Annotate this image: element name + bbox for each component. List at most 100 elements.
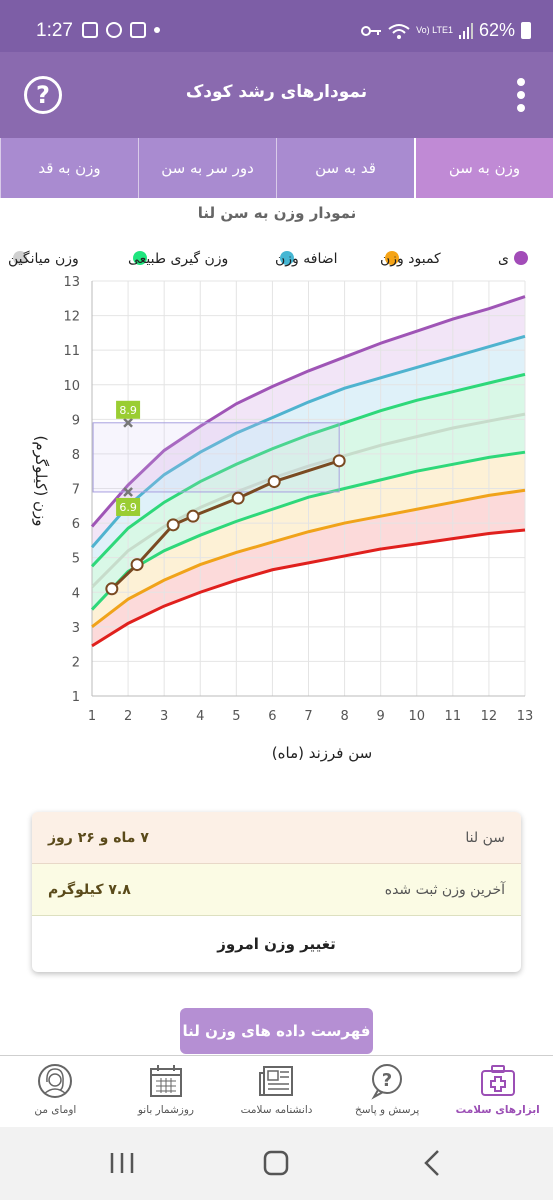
notification-icons bbox=[82, 22, 160, 38]
annotation-tag bbox=[116, 400, 141, 419]
y-tick-label: 13 bbox=[63, 275, 80, 290]
nav-lady-calendar[interactable]: روزشمار بانو bbox=[111, 1056, 222, 1127]
battery-icon bbox=[521, 22, 531, 39]
chart-annotation: 8.9 6.9 bbox=[92, 400, 340, 516]
chart-legend: ی کمبود وزن اضافه وزن وزن گیری طبیعی وزن میا… bbox=[8, 250, 528, 267]
x-tick-label: 1 bbox=[88, 709, 96, 724]
curve-average bbox=[90, 412, 526, 589]
tab-head-circumference-for-age[interactable]: دور سر به سن bbox=[138, 138, 276, 198]
curve-normal-upper bbox=[90, 372, 526, 568]
battery-percent: 62% bbox=[478, 20, 515, 40]
annotation-cross-marker bbox=[123, 417, 133, 428]
calendar-icon bbox=[149, 1065, 182, 1097]
child-weight-point bbox=[332, 454, 346, 468]
growth-chart: نمودار وزن به سن لنا ی کمبود وزن اضافه وزن… bbox=[0, 198, 553, 788]
x-axis-label: سن فرزند (ماه) bbox=[272, 744, 372, 762]
legend-marker bbox=[385, 251, 399, 265]
y-axis-label: وزن (کیلوگرم) bbox=[32, 435, 50, 526]
annotation-tag bbox=[116, 497, 141, 516]
weight-data-list-button[interactable]: فهرست داده های وزن لنا bbox=[180, 1008, 373, 1054]
nav-label: روزشمار بانو bbox=[137, 1104, 194, 1116]
age-label: سن لنا bbox=[465, 829, 505, 846]
change-weight-today-button[interactable]: تغییر وزن امروز bbox=[217, 935, 336, 953]
info-card: سن لنا ۷ ماه و ۲۶ روز آخرین وزن ثبت شده … bbox=[32, 812, 521, 972]
status-time: 1:27 bbox=[36, 20, 73, 41]
child-weight-point bbox=[267, 475, 281, 489]
recent-apps-icon[interactable] bbox=[102, 1147, 142, 1179]
y-tick-label: 5 bbox=[72, 552, 80, 567]
annotation-label: 8.9 bbox=[119, 404, 137, 417]
x-tick-label: 2 bbox=[124, 709, 132, 724]
kebab-menu-icon[interactable] bbox=[517, 78, 525, 117]
nav-label: ابزارهای سلامت bbox=[455, 1104, 540, 1116]
nav-questions-answers[interactable]: ? پرسش و پاسخ bbox=[332, 1056, 443, 1127]
y-tick-label: 9 bbox=[72, 413, 80, 428]
tab-height-for-age[interactable]: قد به سن bbox=[276, 138, 414, 198]
question-circle-icon: ? bbox=[36, 81, 50, 109]
cart-notification-icon bbox=[130, 22, 146, 38]
wifi-icon bbox=[388, 23, 410, 39]
selection-box bbox=[92, 422, 340, 493]
nav-health-tools[interactable]: ابزارهای سلامت bbox=[442, 1056, 553, 1127]
legend-marker bbox=[514, 251, 528, 265]
y-tick-label: 6 bbox=[72, 517, 80, 532]
question-bubble-icon: ? bbox=[371, 1064, 403, 1100]
annotation-label: 6.9 bbox=[119, 501, 137, 514]
x-tick-label: 9 bbox=[377, 709, 385, 724]
tab-weight-for-height[interactable]: وزن به قد bbox=[0, 138, 138, 198]
child-weight-point bbox=[186, 509, 200, 523]
page-title: نمودارهای رشد کودک bbox=[185, 82, 368, 102]
x-tick-label: 8 bbox=[340, 709, 348, 724]
app-bar: ? نمودارهای رشد کودک bbox=[0, 52, 553, 138]
y-tick-label: 11 bbox=[63, 344, 80, 359]
nav-health-encyclopedia[interactable]: دانشنامه سلامت bbox=[221, 1056, 332, 1127]
legend-label: وزن گیری طبیعی bbox=[128, 250, 228, 267]
curve-normal-lower bbox=[90, 450, 526, 611]
nav-label: پرسش و پاسخ bbox=[354, 1104, 420, 1116]
legend-marker bbox=[133, 251, 147, 265]
y-tick-label: 2 bbox=[72, 655, 80, 670]
x-tick-label: 4 bbox=[196, 709, 204, 724]
x-tick-label: 12 bbox=[481, 709, 498, 724]
svg-text:?: ? bbox=[382, 1070, 392, 1091]
weight-row: آخرین وزن ثبت شده ۷.۸ کیلوگرم bbox=[32, 864, 521, 916]
legend-label: اضافه وزن bbox=[275, 251, 338, 267]
nav-label: اومای من bbox=[34, 1104, 77, 1116]
annotation-cross-marker bbox=[123, 487, 133, 497]
tab-weight-for-age[interactable]: وزن به سن bbox=[414, 138, 553, 198]
gallery-notification-icon bbox=[82, 22, 98, 38]
back-icon[interactable] bbox=[412, 1147, 452, 1179]
y-tick-label: 4 bbox=[72, 586, 80, 601]
legend-marker bbox=[280, 251, 294, 265]
first-aid-kit-icon bbox=[480, 1065, 515, 1096]
chart-title: نمودار وزن به سن لنا bbox=[198, 204, 357, 222]
help-button[interactable]: ? bbox=[24, 76, 62, 114]
curve-overweight bbox=[90, 334, 526, 549]
x-tick-label: 6 bbox=[268, 709, 276, 724]
x-tick-label: 13 bbox=[517, 709, 534, 724]
child-weight-series bbox=[105, 454, 346, 596]
nav-my-profile[interactable]: اومای من bbox=[0, 1056, 111, 1127]
y-tick-label: 12 bbox=[63, 310, 80, 325]
nav-label: دانشنامه سلامت bbox=[240, 1104, 313, 1116]
chart-tabs: وزن به سن قد به سن دور سر به سن وزن به ق… bbox=[0, 138, 553, 198]
bottom-nav: ابزارهای سلامت ? پرسش و پاسخ دانشنامه سل… bbox=[0, 1055, 553, 1127]
age-value: ۷ ماه و ۲۶ روز bbox=[48, 829, 149, 846]
curve-underweight bbox=[91, 488, 526, 629]
x-tick-label: 10 bbox=[408, 709, 425, 724]
x-tick-label: 11 bbox=[445, 709, 462, 724]
home-icon[interactable] bbox=[256, 1147, 296, 1179]
curve-obesity bbox=[90, 295, 526, 528]
x-tick-label: 7 bbox=[304, 709, 312, 724]
legend-label: ی bbox=[498, 251, 509, 267]
sync-notification-icon bbox=[106, 22, 122, 38]
status-bar: 1:27 Vo) LTE1 62% bbox=[0, 0, 553, 52]
key-icon bbox=[361, 25, 382, 36]
avatar-woman-icon bbox=[38, 1064, 73, 1098]
system-navigation-bar bbox=[0, 1127, 553, 1200]
growth-chart-svg: نمودار وزن به سن لنا ی کمبود وزن اضافه وزن… bbox=[8, 204, 533, 762]
x-tick-label: 5 bbox=[232, 709, 240, 724]
age-row: سن لنا ۷ ماه و ۲۶ روز bbox=[32, 812, 521, 864]
child-weight-point bbox=[166, 518, 180, 532]
